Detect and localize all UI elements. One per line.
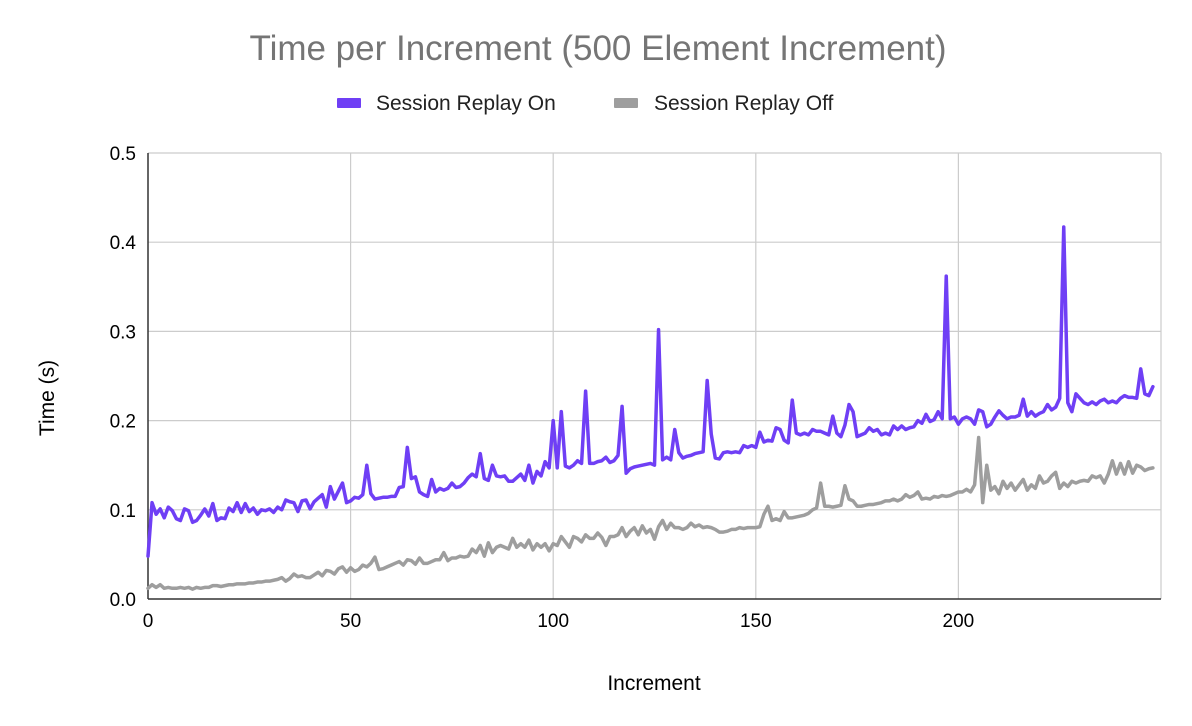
series-line-session-replay-on: [146, 225, 1155, 558]
x-tick-labels: 0 50 100 150 200: [143, 611, 975, 632]
x-tick-label: 200: [943, 611, 975, 632]
y-tick-label: 0.4: [110, 233, 137, 254]
y-tick-label: 0.1: [110, 501, 136, 522]
series-line-session-replay-off: [146, 435, 1155, 591]
x-tick-label: 0: [143, 611, 154, 632]
y-tick-labels: 0.0 0.1 0.2 0.3 0.4 0.5: [110, 144, 137, 611]
x-tick-label: 150: [740, 611, 772, 632]
x-tick-label: 100: [537, 611, 569, 632]
y-tick-label: 0.5: [110, 144, 136, 165]
legend-label-session-replay-on: Session Replay On: [376, 92, 556, 115]
y-tick-label: 0.3: [110, 322, 136, 343]
legend-entry-session-replay-on[interactable]: Session Replay On: [337, 92, 556, 115]
x-tick-label: 50: [340, 611, 361, 632]
x-axis-label: Increment: [607, 672, 701, 695]
gridlines: [148, 152, 1162, 599]
legend-label-session-replay-off: Session Replay Off: [654, 92, 834, 115]
axes: [147, 153, 1161, 600]
y-tick-label: 0.2: [110, 412, 136, 433]
legend-entry-session-replay-off[interactable]: Session Replay Off: [614, 92, 834, 115]
legend: Session Replay On Session Replay Off: [337, 92, 834, 115]
legend-swatch-session-replay-on: [337, 98, 361, 108]
y-axis-label: Time (s): [36, 360, 59, 436]
chart-title: Time per Increment (500 Element Incremen…: [249, 29, 946, 68]
legend-swatch-session-replay-off: [614, 98, 638, 108]
y-tick-label: 0.0: [110, 590, 136, 611]
series-lines: [146, 225, 1155, 591]
